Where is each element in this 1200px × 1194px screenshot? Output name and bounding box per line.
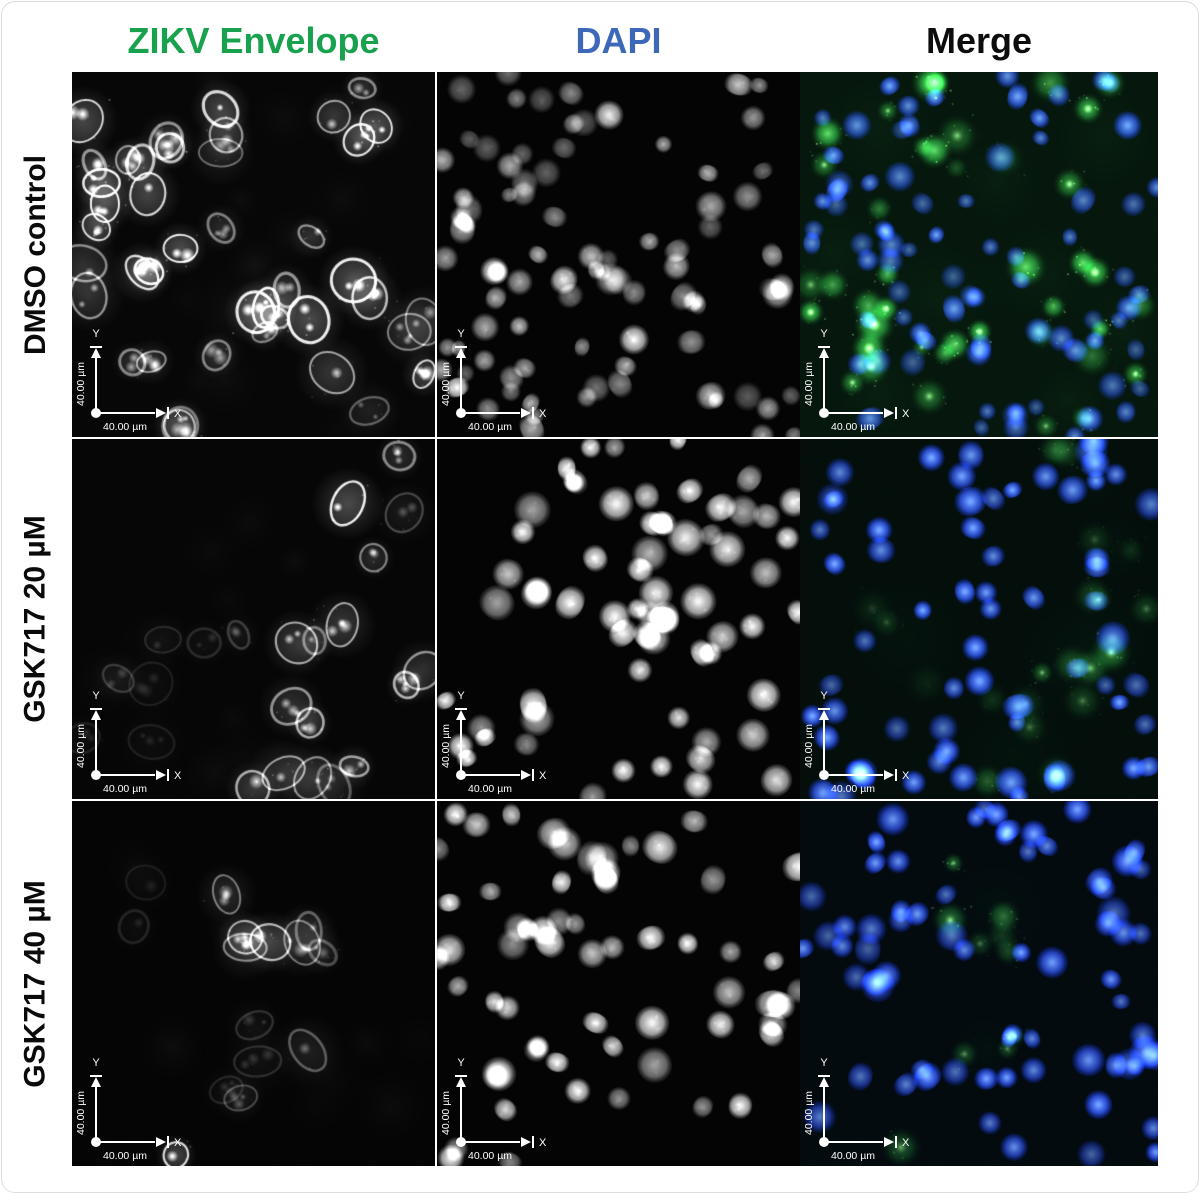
column-header-dapi-label: DAPI <box>575 20 662 61</box>
micrograph-canvas <box>437 72 800 437</box>
micrograph-gsk717-40um-zikv-envelope: Y X 40.00 µm 40.00 µm <box>72 801 435 1166</box>
micrograph-gsk717-20um-zikv-envelope: Y X 40.00 µm 40.00 µm <box>72 439 435 799</box>
column-header-merge-label: Merge <box>925 20 1033 61</box>
micrograph-canvas <box>437 801 800 1166</box>
micrograph-gsk717-40um-merge: Y X 40.00 µm 40.00 µm <box>800 801 1158 1166</box>
column-header-zikv-envelope-label: ZIKV Envelope <box>127 20 380 61</box>
micrograph-gsk717-20um-merge: Y X 40.00 µm 40.00 µm <box>800 439 1158 799</box>
micrograph-canvas <box>72 801 435 1166</box>
row-label-dmso-control: DMSO control <box>0 72 72 437</box>
column-header-zikv-envelope: ZIKV Envelope <box>72 18 435 64</box>
row-label-gsk717-40um: GSK717 40 µM <box>0 801 72 1166</box>
micrograph-dmso-merge: Y X 40.00 µm 40.00 µm <box>800 72 1158 437</box>
micrograph-canvas <box>800 439 1158 799</box>
micrograph-dmso-dapi: Y X 40.00 µm 40.00 µm <box>437 72 800 437</box>
column-header-dapi: DAPI <box>437 18 800 64</box>
micrograph-canvas <box>72 439 435 799</box>
micrograph-gsk717-20um-dapi: Y X 40.00 µm 40.00 µm <box>437 439 800 799</box>
row-label-dmso-control-text: DMSO control <box>19 154 52 355</box>
row-label-gsk717-20um: GSK717 20 µM <box>0 439 72 799</box>
micrograph-gsk717-40um-dapi: Y X 40.00 µm 40.00 µm <box>437 801 800 1166</box>
column-header-merge: Merge <box>800 18 1158 64</box>
row-label-gsk717-20um-text: GSK717 20 µM <box>19 515 53 723</box>
micrograph-dmso-zikv-envelope: Y X 40.00 µm 40.00 µm <box>72 72 435 437</box>
micrograph-canvas <box>72 72 435 437</box>
micrograph-canvas <box>437 439 800 799</box>
row-label-gsk717-40um-text: GSK717 40 µM <box>19 879 53 1088</box>
micrograph-canvas <box>800 801 1158 1166</box>
micrograph-canvas <box>800 72 1158 437</box>
